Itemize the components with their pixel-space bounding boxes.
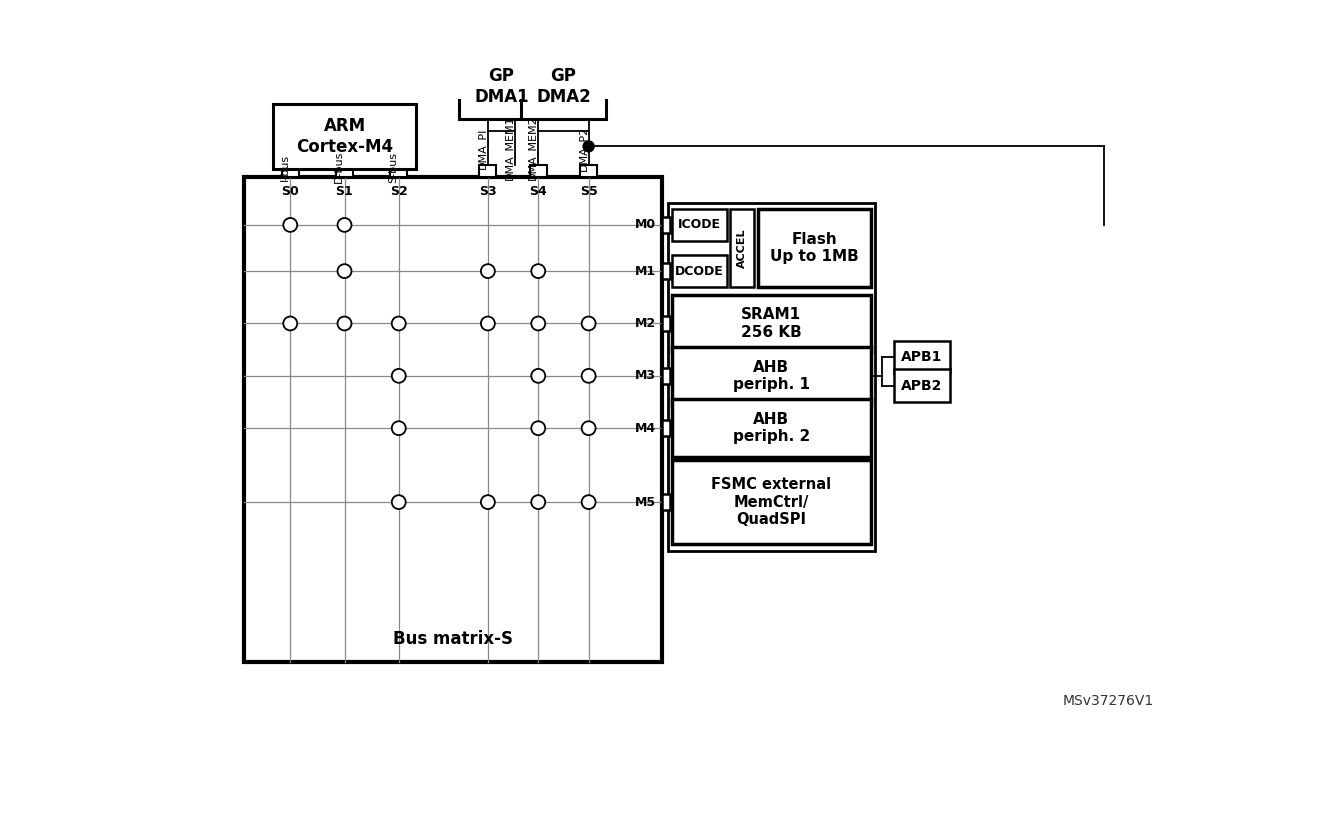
Text: S2: S2 — [390, 185, 407, 198]
Text: MSv37276V1: MSv37276V1 — [1063, 695, 1154, 709]
Text: M2: M2 — [634, 317, 656, 330]
Circle shape — [481, 264, 495, 278]
Text: DMA_MEM2: DMA_MEM2 — [528, 116, 539, 180]
Circle shape — [531, 264, 545, 278]
Circle shape — [392, 316, 406, 330]
Circle shape — [392, 421, 406, 435]
Bar — [672, 459, 871, 544]
Bar — [273, 104, 416, 169]
Bar — [672, 347, 871, 404]
Text: D-bus: D-bus — [334, 151, 344, 183]
Bar — [662, 316, 670, 331]
Bar — [580, 165, 597, 178]
Text: S3: S3 — [479, 185, 496, 198]
Circle shape — [338, 264, 351, 278]
Text: ARM
Cortex-M4: ARM Cortex-M4 — [297, 118, 394, 156]
Bar — [668, 202, 875, 551]
Text: DCODE: DCODE — [676, 265, 724, 278]
Bar — [672, 294, 871, 353]
Text: S0: S0 — [282, 185, 299, 198]
Bar — [662, 421, 670, 436]
Circle shape — [481, 316, 495, 330]
Bar — [336, 165, 352, 178]
Circle shape — [581, 316, 596, 330]
Text: GP
DMA1: GP DMA1 — [473, 67, 529, 106]
Bar — [243, 178, 662, 663]
Text: M0: M0 — [634, 219, 656, 232]
Bar — [672, 209, 728, 241]
Circle shape — [581, 421, 596, 435]
Bar — [894, 340, 950, 373]
Text: DMA_MEM1: DMA_MEM1 — [504, 116, 515, 180]
Circle shape — [392, 369, 406, 383]
Text: I-bus: I-bus — [279, 154, 290, 181]
Text: ICODE: ICODE — [678, 219, 721, 232]
Bar — [282, 165, 299, 178]
Text: S5: S5 — [580, 185, 597, 198]
Text: M1: M1 — [634, 265, 656, 278]
Bar — [459, 54, 544, 119]
Bar — [479, 165, 496, 178]
Text: APB2: APB2 — [902, 379, 943, 393]
Text: S4: S4 — [529, 185, 547, 198]
Text: Flash
Up to 1MB: Flash Up to 1MB — [770, 232, 859, 264]
Circle shape — [283, 218, 297, 232]
Text: DMA_P2: DMA_P2 — [577, 125, 589, 170]
Text: M3: M3 — [634, 369, 656, 382]
Circle shape — [531, 421, 545, 435]
Circle shape — [392, 495, 406, 509]
Circle shape — [531, 316, 545, 330]
Circle shape — [581, 369, 596, 383]
Bar — [672, 255, 728, 288]
Circle shape — [581, 495, 596, 509]
Circle shape — [481, 495, 495, 509]
Text: DMA_PI: DMA_PI — [477, 127, 488, 169]
Bar — [758, 209, 871, 288]
Circle shape — [583, 141, 595, 153]
Bar — [662, 494, 670, 510]
Bar — [672, 399, 871, 457]
Bar — [662, 263, 670, 279]
Bar — [662, 368, 670, 384]
Text: ACCEL: ACCEL — [737, 229, 747, 268]
Text: GP
DMA2: GP DMA2 — [536, 67, 591, 106]
Text: FSMC external
MemCtrl/
QuadSPI: FSMC external MemCtrl/ QuadSPI — [712, 478, 831, 527]
Bar — [390, 165, 407, 178]
Text: S1: S1 — [335, 185, 354, 198]
Text: Bus matrix-S: Bus matrix-S — [392, 630, 513, 649]
Text: APB1: APB1 — [902, 350, 943, 364]
Circle shape — [531, 369, 545, 383]
Text: S-bus: S-bus — [388, 152, 398, 182]
Circle shape — [338, 316, 351, 330]
Bar — [730, 209, 754, 288]
Text: AHB
periph. 1: AHB periph. 1 — [733, 360, 810, 392]
Circle shape — [531, 495, 545, 509]
Text: M4: M4 — [634, 422, 656, 435]
Text: SRAM1
256 KB: SRAM1 256 KB — [741, 307, 802, 339]
Text: AHB
periph. 2: AHB periph. 2 — [733, 412, 810, 445]
Circle shape — [283, 316, 297, 330]
Bar — [529, 165, 547, 178]
Text: M5: M5 — [634, 496, 656, 509]
Bar — [521, 54, 606, 119]
Bar — [662, 217, 670, 233]
Bar — [894, 369, 950, 402]
Circle shape — [338, 218, 351, 232]
